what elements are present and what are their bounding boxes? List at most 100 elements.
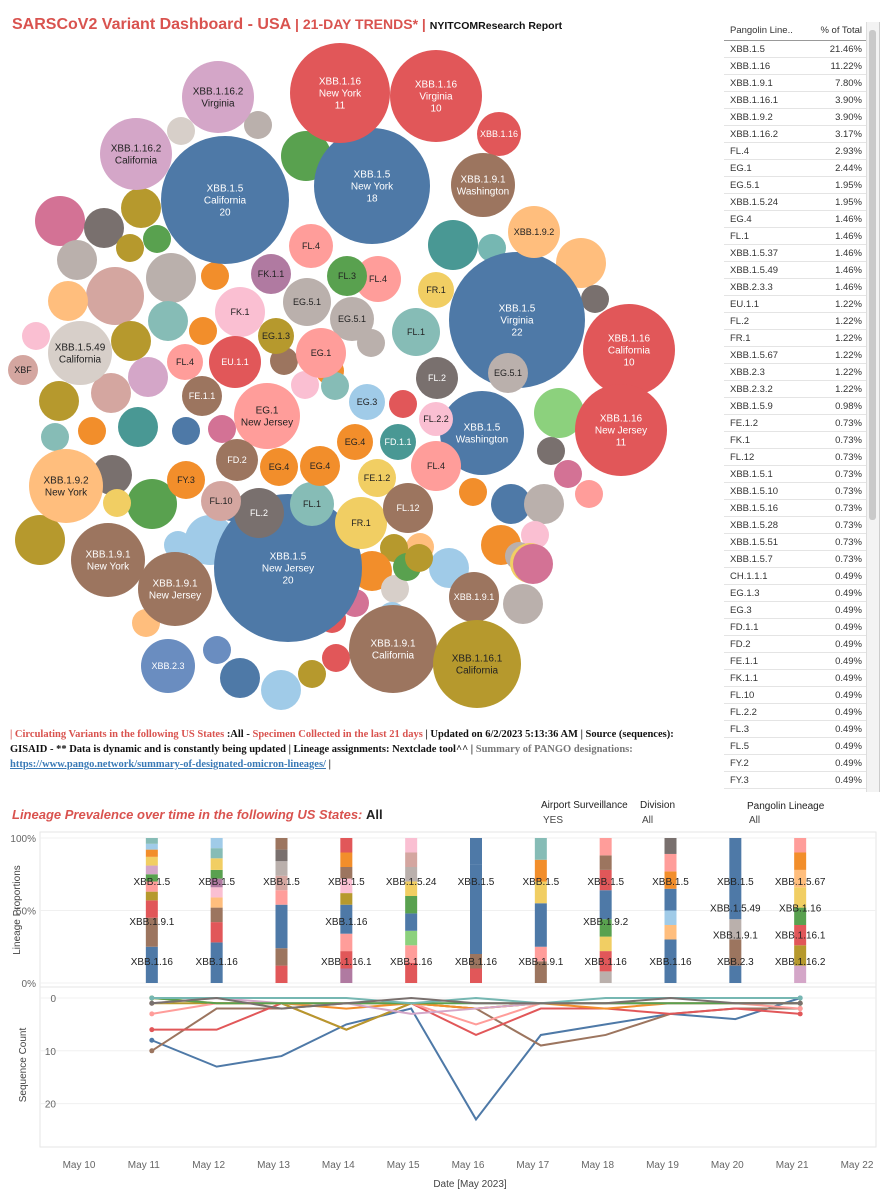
bar-segment[interactable]	[145, 838, 158, 844]
bar-segment[interactable]	[599, 869, 612, 891]
table-row[interactable]: FY.3 0.49%	[724, 771, 876, 789]
bar-segment[interactable]	[599, 890, 612, 920]
bubble[interactable]: XBB.1.9.1	[449, 572, 499, 622]
bubble-circle[interactable]	[201, 481, 241, 521]
bubble-circle[interactable]	[71, 523, 145, 597]
table-row[interactable]: FK.1 0.73%	[724, 431, 876, 449]
stacked-bar[interactable]	[729, 838, 742, 983]
table-row[interactable]: FL.4 2.93%	[724, 142, 876, 160]
bubble-unlabeled[interactable]	[352, 551, 392, 591]
bar-segment[interactable]	[210, 897, 223, 908]
stacked-bar[interactable]	[794, 838, 807, 983]
table-row[interactable]: XBB.1.16.1 3.90%	[724, 91, 876, 109]
bar-segment[interactable]	[145, 900, 158, 918]
bar-segment[interactable]	[210, 858, 223, 870]
bubble-circle[interactable]	[300, 446, 340, 486]
bubble-unlabeled[interactable]	[91, 373, 131, 413]
bubble-unlabeled[interactable]	[172, 417, 200, 445]
bubble-circle[interactable]	[449, 252, 585, 388]
bar-segment[interactable]	[405, 945, 418, 963]
bar-segment[interactable]	[794, 838, 807, 853]
bubble-circle[interactable]	[100, 118, 172, 190]
bubble-unlabeled[interactable]	[524, 484, 564, 524]
bar-segment[interactable]	[405, 896, 418, 914]
bar-segment[interactable]	[794, 887, 807, 908]
bar-segment[interactable]	[145, 946, 158, 983]
table-row[interactable]: FE.1.2 0.73%	[724, 414, 876, 432]
bar-segment[interactable]	[405, 881, 418, 897]
bar-segment[interactable]	[340, 878, 353, 894]
bar-segment[interactable]	[145, 856, 158, 866]
table-row[interactable]: XBB.1.16 11.22%	[724, 57, 876, 75]
table-row[interactable]: XBB.2.3 1.22%	[724, 363, 876, 381]
bar-segment[interactable]	[340, 904, 353, 934]
bubble[interactable]: EG.4	[300, 446, 340, 486]
table-row[interactable]: XBB.1.5 21.46%	[724, 40, 876, 58]
bubble-unlabeled[interactable]	[78, 417, 106, 445]
bubble-circle[interactable]	[209, 336, 261, 388]
series-line[interactable]	[151, 997, 801, 1122]
bar-segment[interactable]	[275, 838, 288, 850]
bubble[interactable]: FL.2.2	[419, 402, 453, 436]
table-row[interactable]: EG.5.1 1.95%	[724, 176, 876, 194]
bubble-circle[interactable]	[258, 318, 294, 354]
bubble-circle[interactable]	[390, 50, 482, 142]
table-row[interactable]: XBB.1.9.1 7.80%	[724, 74, 876, 92]
bubble-unlabeled[interactable]	[48, 281, 88, 321]
bubble-unlabeled[interactable]	[167, 117, 195, 145]
bubble[interactable]: FK.1.1	[251, 254, 291, 294]
bubble[interactable]: EG.5.1	[488, 353, 528, 393]
series-line[interactable]	[151, 996, 801, 1010]
bar-segment[interactable]	[275, 861, 288, 876]
bar-segment[interactable]	[340, 838, 353, 853]
bubble-unlabeled[interactable]	[128, 357, 168, 397]
bubble-circle[interactable]	[327, 256, 367, 296]
stacked-bar[interactable]	[470, 838, 482, 983]
table-row[interactable]: FL.1 1.46%	[724, 227, 876, 245]
bubble-circle[interactable]	[451, 153, 515, 217]
table-row[interactable]: FE.1.1 0.49%	[724, 652, 876, 670]
bar-segment[interactable]	[210, 887, 223, 898]
bubble-circle[interactable]	[167, 461, 205, 499]
stacked-bar[interactable]	[405, 838, 418, 983]
bubble-unlabeled[interactable]	[189, 317, 217, 345]
bubble-circle[interactable]	[358, 459, 396, 497]
bubble-unlabeled[interactable]	[534, 388, 584, 438]
bubble-circle[interactable]	[216, 439, 258, 481]
table-row[interactable]: FD.1.1 0.49%	[724, 618, 876, 636]
table-row[interactable]: EG.3 0.49%	[724, 601, 876, 619]
bubble-circle[interactable]	[349, 384, 385, 420]
bar-segment[interactable]	[340, 933, 353, 952]
bubble-unlabeled[interactable]	[513, 544, 553, 584]
bar-segment[interactable]	[210, 869, 223, 879]
bar-segment[interactable]	[729, 838, 742, 920]
table-row[interactable]: XBB.1.220.49%	[724, 788, 876, 792]
bubble-circle[interactable]	[283, 278, 331, 326]
bubble-unlabeled[interactable]	[503, 584, 543, 624]
bubble-circle[interactable]	[8, 355, 38, 385]
bubble[interactable]: FD.1.1	[380, 424, 416, 460]
bubble-unlabeled[interactable]	[35, 196, 85, 246]
bar-segment[interactable]	[405, 852, 418, 868]
table-row[interactable]: XBB.1.5.10 0.73%	[724, 482, 876, 500]
bubble-unlabeled[interactable]	[556, 238, 606, 288]
table-row[interactable]: XBB.2.3.2 1.22%	[724, 380, 876, 398]
bubble-circle[interactable]	[314, 128, 430, 244]
bubble-unlabeled[interactable]	[22, 322, 50, 350]
series-line[interactable]	[151, 1002, 801, 1037]
bubble-circle[interactable]	[419, 402, 453, 436]
bubble[interactable]: FL.2	[234, 488, 284, 538]
bubble-circle[interactable]	[433, 620, 521, 708]
table-row[interactable]: XBB.1.5.51 0.73%	[724, 533, 876, 551]
bubble-unlabeled[interactable]	[428, 220, 478, 270]
bar-segment[interactable]	[275, 904, 288, 949]
bar-segment[interactable]	[275, 849, 288, 862]
bubble-unlabeled[interactable]	[244, 111, 272, 139]
bar-segment[interactable]	[470, 864, 482, 954]
bubble-unlabeled[interactable]	[491, 484, 531, 524]
